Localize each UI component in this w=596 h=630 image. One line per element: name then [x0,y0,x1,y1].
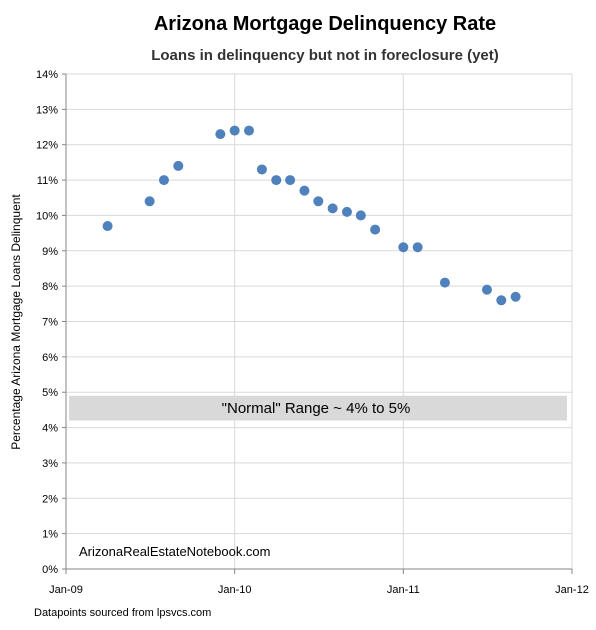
data-point [173,160,184,171]
data-point [271,175,282,186]
data-point [313,196,324,207]
data-point [243,125,254,136]
x-tick-label: Jan-11 [387,584,420,596]
x-tick-label: Jan-12 [555,584,589,596]
data-point [215,129,226,140]
data-point [341,206,352,217]
normal-range-band: "Normal" Range ~ 4% to 5% [69,395,567,421]
y-tick-label: 3% [42,458,58,470]
y-axis-label: Percentage Arizona Mortgage Loans Delinq… [9,194,23,450]
data-point [496,295,507,306]
data-point [285,175,296,186]
axes [62,73,573,574]
data-point [256,164,267,175]
y-tick-label: 8% [42,281,58,293]
chart-title: Arizona Mortgage Delinquency Rate [154,13,496,35]
source-footnote: Datapoints sourced from lpsvcs.com [34,607,211,619]
y-tick-label: 2% [42,493,58,505]
band-label: "Normal" Range ~ 4% to 5% [222,400,411,417]
data-point [299,185,310,196]
data-point [510,291,521,302]
chart-subtitle: Loans in delinquency but not in foreclos… [151,47,499,64]
x-tick-labels: Jan-09 Jan-10 Jan-11 Jan-12 [49,584,589,596]
y-tick-label: 5% [42,387,58,399]
data-point [412,242,423,253]
y-tick-label: 12% [36,140,58,152]
y-tick-label: 9% [42,246,58,258]
data-point [327,203,338,214]
data-point [439,277,450,288]
data-point [355,210,366,221]
data-point [229,125,240,136]
y-tick-label: 0% [42,564,58,576]
data-point [144,196,155,207]
data-point [398,242,409,253]
data-point [370,224,381,235]
y-tick-labels: 0% 1% 2% 3% 4% 5% 6% 7% 8% 9% 10% 11% 12% 13% 14% [36,69,58,576]
data-point [102,221,113,232]
watermark-note: ArizonaRealEstateNotebook.com [79,544,271,559]
grid [66,73,573,569]
x-tick-label: Jan-10 [218,584,252,596]
data-point [481,284,492,295]
y-tick-label: 7% [42,317,58,329]
data-points [102,125,521,306]
data-point [158,175,169,186]
y-tick-label: 4% [42,423,58,435]
band-rect [69,395,567,421]
y-tick-label: 11% [37,175,58,187]
y-tick-label: 13% [36,104,58,116]
y-tick-label: 6% [42,352,58,364]
y-tick-label: 1% [42,529,58,541]
x-tick-label: Jan-09 [49,584,83,596]
y-tick-label: 14% [36,69,58,81]
y-tick-label: 10% [36,210,58,222]
